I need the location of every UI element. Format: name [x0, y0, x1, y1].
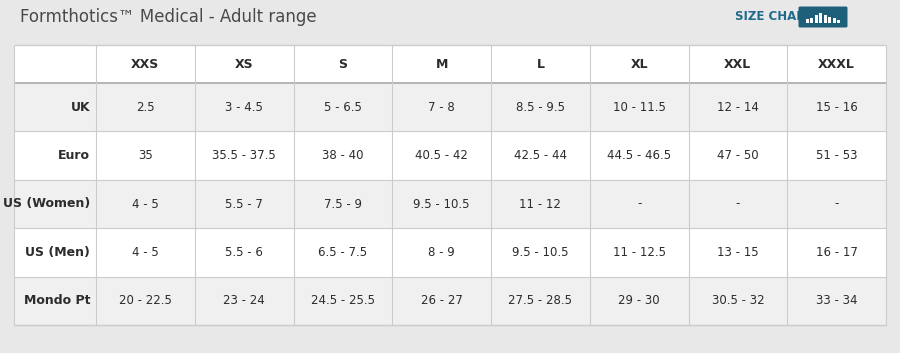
Text: -: -: [637, 197, 642, 210]
Text: XL: XL: [630, 58, 648, 71]
Text: 44.5 - 46.5: 44.5 - 46.5: [608, 149, 671, 162]
Text: US (Women): US (Women): [3, 197, 90, 210]
Text: S: S: [338, 58, 347, 71]
Text: -: -: [735, 197, 740, 210]
Text: 7 - 8: 7 - 8: [428, 101, 455, 114]
Bar: [14, 277, 886, 325]
Text: 42.5 - 44: 42.5 - 44: [514, 149, 567, 162]
Text: 30.5 - 32: 30.5 - 32: [712, 294, 764, 307]
Text: 35: 35: [138, 149, 153, 162]
Bar: [14, 45, 886, 325]
Text: 5.5 - 7: 5.5 - 7: [225, 197, 263, 210]
Text: 40.5 - 42: 40.5 - 42: [415, 149, 468, 162]
Bar: [14, 180, 886, 228]
Text: 4 - 5: 4 - 5: [132, 197, 158, 210]
Text: 51 - 53: 51 - 53: [816, 149, 858, 162]
Text: SIZE CHART: SIZE CHART: [735, 11, 813, 24]
Text: 27.5 - 28.5: 27.5 - 28.5: [508, 294, 572, 307]
Text: 20 - 22.5: 20 - 22.5: [119, 294, 172, 307]
Text: 35.5 - 37.5: 35.5 - 37.5: [212, 149, 276, 162]
FancyBboxPatch shape: [798, 6, 848, 28]
Text: 16 - 17: 16 - 17: [815, 246, 858, 259]
Text: 11 - 12: 11 - 12: [519, 197, 562, 210]
Text: Formthotics™ Medical - Adult range: Formthotics™ Medical - Adult range: [20, 8, 317, 26]
Text: 23 - 24: 23 - 24: [223, 294, 265, 307]
Bar: [824, 15, 827, 23]
Text: 9.5 - 10.5: 9.5 - 10.5: [413, 197, 470, 210]
Bar: [14, 228, 886, 277]
Text: 5.5 - 6: 5.5 - 6: [225, 246, 263, 259]
Text: 24.5 - 25.5: 24.5 - 25.5: [310, 294, 375, 307]
Text: 47 - 50: 47 - 50: [717, 149, 759, 162]
Text: 10 - 11.5: 10 - 11.5: [613, 101, 666, 114]
Text: XXL: XXL: [724, 58, 751, 71]
Bar: [806, 19, 809, 23]
Text: 12 - 14: 12 - 14: [717, 101, 759, 114]
Bar: [810, 18, 814, 23]
Bar: [814, 15, 818, 23]
Bar: [14, 83, 886, 131]
Text: US (Men): US (Men): [25, 246, 90, 259]
Text: 7.5 - 9: 7.5 - 9: [324, 197, 362, 210]
Text: M: M: [436, 58, 448, 71]
Text: L: L: [536, 58, 544, 71]
Bar: [14, 131, 886, 180]
Text: 26 - 27: 26 - 27: [420, 294, 463, 307]
Text: 33 - 34: 33 - 34: [816, 294, 858, 307]
Text: UK: UK: [70, 101, 90, 114]
Text: 8.5 - 9.5: 8.5 - 9.5: [516, 101, 565, 114]
Bar: [837, 20, 841, 23]
Text: Mondo Pt: Mondo Pt: [23, 294, 90, 307]
Text: 11 - 12.5: 11 - 12.5: [613, 246, 666, 259]
Text: Euro: Euro: [58, 149, 90, 162]
Text: 6.5 - 7.5: 6.5 - 7.5: [319, 246, 367, 259]
Text: 4 - 5: 4 - 5: [132, 246, 158, 259]
Text: 15 - 16: 15 - 16: [815, 101, 858, 114]
Bar: [828, 17, 832, 23]
Text: 29 - 30: 29 - 30: [618, 294, 660, 307]
Text: 9.5 - 10.5: 9.5 - 10.5: [512, 246, 569, 259]
Text: 38 - 40: 38 - 40: [322, 149, 364, 162]
Text: -: -: [834, 197, 839, 210]
Text: 2.5: 2.5: [136, 101, 155, 114]
Bar: [819, 13, 823, 23]
Text: 13 - 15: 13 - 15: [717, 246, 759, 259]
Bar: [832, 18, 836, 23]
Text: XS: XS: [235, 58, 254, 71]
Text: 3 - 4.5: 3 - 4.5: [225, 101, 263, 114]
Text: 5 - 6.5: 5 - 6.5: [324, 101, 362, 114]
Text: 8 - 9: 8 - 9: [428, 246, 455, 259]
Text: XXS: XXS: [131, 58, 159, 71]
Text: XXXL: XXXL: [818, 58, 855, 71]
